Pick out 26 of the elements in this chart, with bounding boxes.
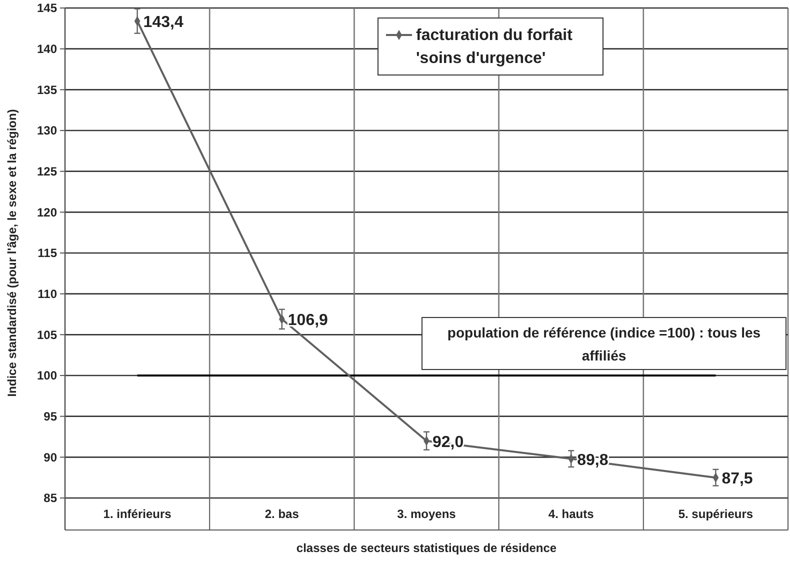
data-label: 87,5 (722, 470, 753, 488)
y-tick-label: 110 (38, 287, 58, 302)
ref-line-label: population de référence (indice =100) : tous les affiliés (447, 324, 761, 364)
y-tick-label: 135 (36, 82, 58, 97)
note-box: population de référence (indice =100) : tous les affiliés (422, 317, 786, 370)
x-tick-label: 3. moyens (397, 507, 456, 521)
x-tick-label: 2. bas (264, 507, 300, 521)
y-tick-label: 140 (36, 42, 58, 56)
x-axis-title: classes de secteurs statistiques de résidence (296, 541, 557, 555)
legend-label: facturation du forfait 'soins d'urgence' (416, 27, 574, 67)
y-tick-label: 85 (44, 491, 58, 506)
y-tick-label: 90 (44, 450, 58, 464)
y-tick-label: 105 (36, 328, 58, 342)
data-label: 106,9 (288, 312, 328, 330)
x-tick-label: 4. hauts (548, 507, 594, 521)
y-tick-label: 130 (36, 124, 58, 138)
y-tick-label: 95 (44, 410, 58, 424)
y-tick-label: 120 (36, 205, 58, 220)
y-tick-label: 100 (36, 368, 58, 383)
x-tick-label: 1. inférieurs (103, 507, 172, 521)
data-label: 143,4 (143, 14, 184, 32)
x-tick-label: 5. supérieurs (678, 507, 754, 521)
y-tick-label: 125 (36, 164, 58, 179)
y-tick-label: 145 (36, 1, 58, 16)
y-axis-title: Indice standardisé (pour l'âge, le sexe et la région) (5, 109, 19, 397)
y-tick-label: 115 (38, 246, 58, 260)
